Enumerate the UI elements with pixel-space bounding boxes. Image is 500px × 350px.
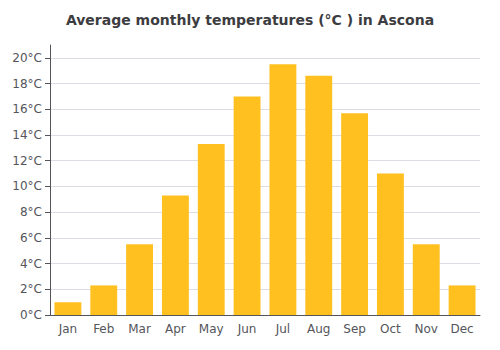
svg-text:2°C: 2°C xyxy=(20,282,42,296)
svg-text:14°C: 14°C xyxy=(12,128,42,142)
svg-text:Oct: Oct xyxy=(380,322,401,336)
svg-text:Aug: Aug xyxy=(307,322,330,336)
svg-text:10°C: 10°C xyxy=(12,179,42,193)
svg-text:20°C: 20°C xyxy=(12,51,42,65)
svg-text:Nov: Nov xyxy=(415,322,438,336)
svg-text:Jul: Jul xyxy=(275,322,290,336)
svg-text:6°C: 6°C xyxy=(20,231,42,245)
svg-text:16°C: 16°C xyxy=(12,102,42,116)
svg-text:Feb: Feb xyxy=(93,322,114,336)
svg-text:Apr: Apr xyxy=(165,322,186,336)
svg-text:Jan: Jan xyxy=(58,322,78,336)
svg-text:12°C: 12°C xyxy=(12,154,42,168)
svg-text:Average monthly temperatures (: Average monthly temperatures (°C ) in As… xyxy=(66,12,434,28)
svg-text:Sep: Sep xyxy=(343,322,366,336)
svg-text:May: May xyxy=(199,322,224,336)
svg-text:Dec: Dec xyxy=(450,322,473,336)
svg-text:0°C: 0°C xyxy=(20,308,42,322)
svg-text:8°C: 8°C xyxy=(20,205,42,219)
svg-text:4°C: 4°C xyxy=(20,257,42,271)
svg-text:18°C: 18°C xyxy=(12,77,42,91)
svg-text:Jun: Jun xyxy=(237,322,257,336)
svg-text:Mar: Mar xyxy=(128,322,151,336)
